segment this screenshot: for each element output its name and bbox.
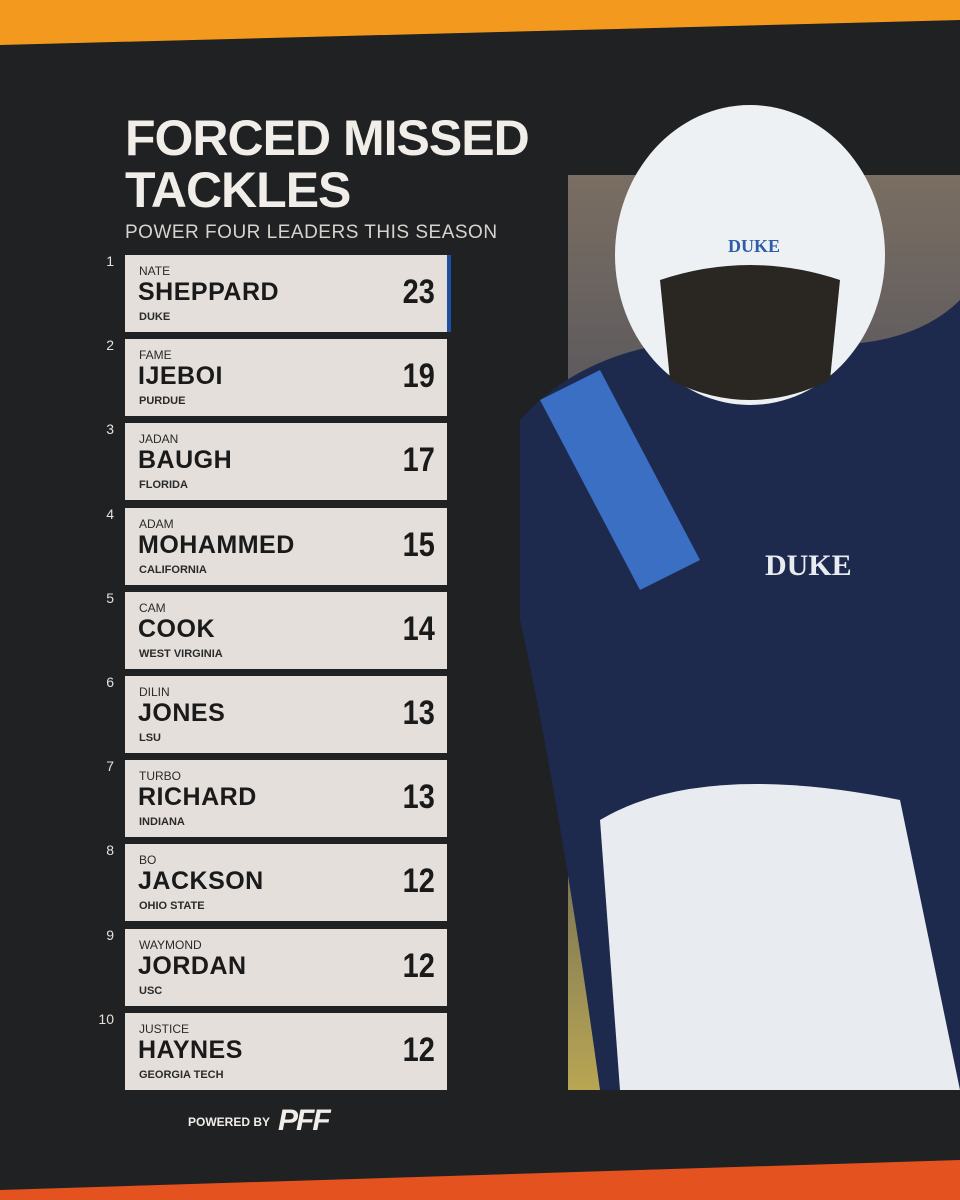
- subtitle: POWER FOUR LEADERS THIS SEASON: [125, 222, 498, 243]
- rank: 1: [106, 253, 114, 269]
- school: WEST VIRGINIA: [139, 647, 223, 660]
- school: CALIFORNIA: [139, 563, 207, 576]
- rank: 9: [106, 926, 114, 943]
- row-card: CAM COOK WEST VIRGINIA 14: [125, 591, 447, 669]
- rank: 7: [106, 758, 114, 775]
- rank: 4: [106, 505, 114, 522]
- first-name: DILIN: [139, 685, 170, 699]
- school: OHIO STATE: [139, 900, 205, 913]
- row-card: FAME IJEBOI PURDUE 19: [125, 339, 447, 417]
- last-name: JACKSON: [138, 867, 264, 896]
- value: 12: [402, 862, 435, 901]
- value: 12: [402, 946, 435, 985]
- row-card: JADAN BAUGH FLORIDA 17: [125, 423, 447, 501]
- rank: 5: [106, 589, 114, 606]
- brand-logo: PFF: [278, 1104, 331, 1137]
- first-name: TURBO: [139, 769, 181, 784]
- first-name: CAM: [139, 600, 166, 615]
- school: GEORGIA TECH: [139, 1068, 224, 1081]
- last-name: JONES: [138, 699, 226, 727]
- first-name: JADAN: [139, 432, 179, 447]
- first-name: FAME: [139, 348, 172, 363]
- row-card: NATE SHEPPARD DUKE 23: [125, 255, 447, 332]
- last-name: HAYNES: [138, 1035, 243, 1064]
- school: FLORIDA: [139, 479, 188, 492]
- first-name: NATE: [139, 264, 171, 278]
- rank: 3: [106, 421, 114, 438]
- last-name: RICHARD: [138, 783, 257, 812]
- school: USC: [139, 984, 163, 997]
- svg-text:DUKE: DUKE: [765, 549, 852, 582]
- powered-by: POWERED BY: [188, 1115, 271, 1129]
- row-card: JUSTICE HAYNES GEORGIA TECH 12: [125, 1012, 447, 1090]
- rank: 8: [106, 842, 114, 859]
- school: LSU: [139, 732, 161, 744]
- value: 13: [402, 778, 435, 817]
- first-name: JUSTICE: [139, 1021, 190, 1036]
- last-name: SHEPPARD: [138, 278, 280, 306]
- value: 23: [402, 273, 435, 311]
- rank: 2: [106, 337, 114, 354]
- rank: 6: [106, 674, 114, 690]
- value: 15: [402, 525, 435, 564]
- title: FORCED MISSED TACKLES: [125, 110, 530, 218]
- last-name: JORDAN: [138, 951, 247, 980]
- school: PURDUE: [139, 395, 186, 408]
- svg-text:DUKE: DUKE: [728, 236, 780, 256]
- value: 19: [402, 357, 435, 396]
- school: INDIANA: [139, 816, 185, 829]
- first-name: BO: [139, 853, 157, 868]
- first-name: ADAM: [139, 516, 174, 531]
- row-card: ADAM MOHAMMED CALIFORNIA 15: [125, 507, 447, 585]
- value: 13: [402, 694, 435, 732]
- first-name: WAYMOND: [139, 937, 202, 952]
- row-card: TURBO RICHARD INDIANA 13: [125, 760, 447, 838]
- school: DUKE: [139, 311, 171, 323]
- last-name: BAUGH: [138, 446, 233, 475]
- last-name: MOHAMMED: [138, 530, 295, 559]
- row-card: BO JACKSON OHIO STATE 12: [125, 844, 447, 922]
- rank: 10: [98, 1010, 114, 1027]
- value: 12: [402, 1030, 435, 1069]
- value: 14: [402, 609, 435, 648]
- last-name: IJEBOI: [138, 362, 223, 391]
- last-name: COOK: [138, 614, 215, 643]
- value: 17: [402, 441, 435, 480]
- row-card: WAYMOND JORDAN USC 12: [125, 928, 447, 1006]
- row-card: DILIN JONES LSU 13: [125, 676, 447, 753]
